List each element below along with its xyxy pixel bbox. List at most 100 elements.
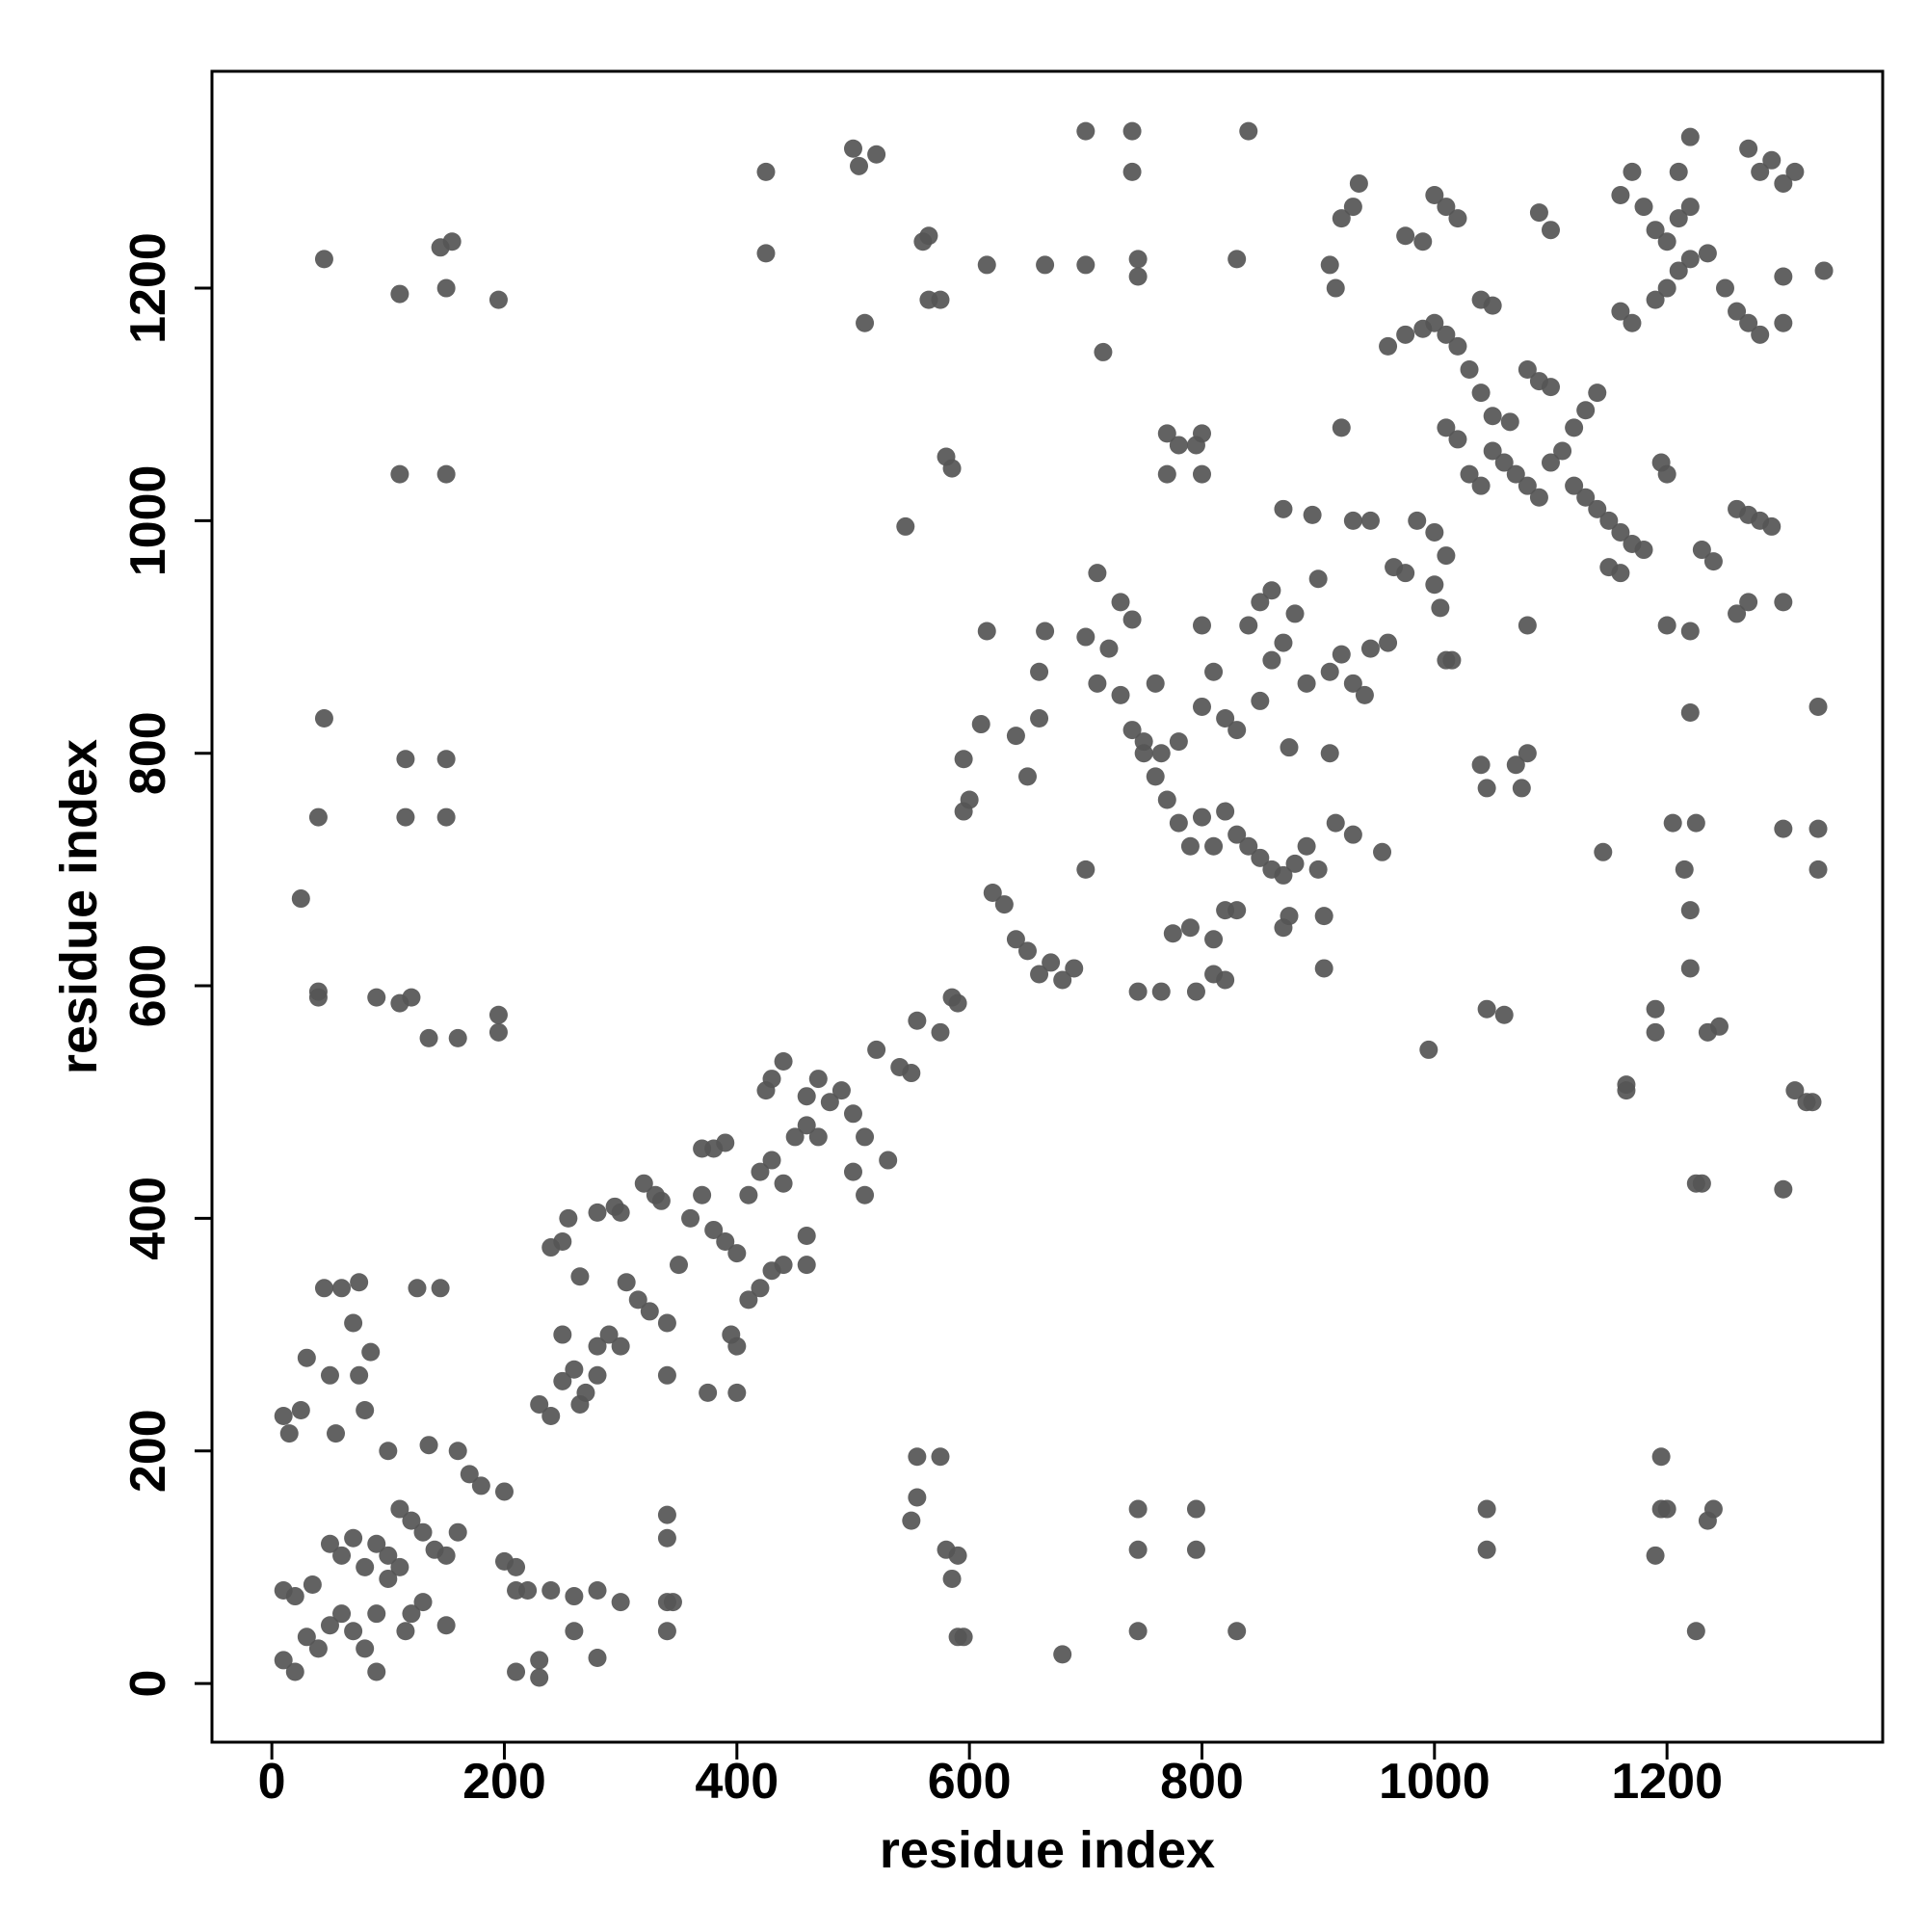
point bbox=[1320, 255, 1339, 275]
point bbox=[344, 1528, 363, 1548]
point bbox=[617, 1273, 636, 1292]
point bbox=[657, 1505, 676, 1524]
point bbox=[1611, 522, 1630, 542]
point bbox=[367, 1662, 386, 1681]
point bbox=[413, 1522, 433, 1542]
point bbox=[1285, 604, 1305, 623]
point bbox=[471, 1476, 490, 1495]
point bbox=[356, 1400, 375, 1419]
point bbox=[722, 1325, 741, 1344]
point bbox=[1343, 511, 1362, 530]
point bbox=[1042, 953, 1061, 972]
point bbox=[1192, 464, 1211, 484]
y-tick-label: 1000 bbox=[120, 465, 176, 577]
point bbox=[1553, 441, 1572, 461]
point bbox=[1396, 226, 1415, 246]
y-tick-label: 800 bbox=[120, 711, 176, 795]
point bbox=[1280, 907, 1299, 926]
point bbox=[1529, 203, 1548, 223]
point bbox=[1326, 278, 1345, 298]
point bbox=[1128, 982, 1148, 1001]
point bbox=[1728, 302, 1747, 321]
point bbox=[588, 1337, 607, 1356]
point bbox=[1251, 848, 1270, 867]
x-axis-title: residue index bbox=[880, 1821, 1215, 1879]
point bbox=[931, 290, 950, 309]
point bbox=[727, 1244, 747, 1263]
point bbox=[1728, 604, 1747, 623]
point bbox=[931, 1447, 950, 1467]
point bbox=[1030, 709, 1049, 728]
point bbox=[1262, 650, 1281, 670]
point bbox=[285, 1662, 304, 1681]
point bbox=[843, 1104, 862, 1124]
point bbox=[1204, 662, 1224, 681]
point bbox=[314, 1279, 333, 1298]
point bbox=[1251, 593, 1270, 612]
point bbox=[314, 250, 333, 269]
point bbox=[1151, 982, 1171, 1001]
point bbox=[1134, 732, 1153, 752]
point bbox=[1646, 221, 1665, 240]
point bbox=[494, 1482, 514, 1501]
point bbox=[419, 1028, 438, 1047]
point bbox=[1483, 441, 1502, 461]
point bbox=[553, 1371, 572, 1390]
point bbox=[396, 750, 415, 769]
point bbox=[657, 1313, 676, 1333]
point bbox=[1680, 250, 1700, 269]
point bbox=[867, 145, 886, 164]
point bbox=[879, 1151, 898, 1170]
point bbox=[942, 459, 962, 478]
point bbox=[1442, 650, 1462, 670]
y-tick-label: 0 bbox=[120, 1670, 176, 1698]
point bbox=[1698, 244, 1717, 263]
point bbox=[640, 1302, 659, 1321]
point bbox=[960, 790, 979, 809]
point bbox=[756, 244, 776, 263]
y-tick-label: 400 bbox=[120, 1177, 176, 1260]
point bbox=[919, 226, 938, 246]
point bbox=[1657, 232, 1676, 251]
point bbox=[1646, 999, 1665, 1019]
point bbox=[1686, 813, 1705, 833]
point bbox=[1180, 836, 1200, 856]
point bbox=[297, 1628, 316, 1647]
point bbox=[402, 988, 421, 1007]
point bbox=[693, 1185, 712, 1204]
point bbox=[1739, 593, 1758, 612]
point bbox=[356, 1639, 375, 1658]
point bbox=[1180, 918, 1200, 938]
point bbox=[588, 1365, 607, 1385]
point bbox=[1680, 959, 1700, 978]
point bbox=[285, 1587, 304, 1606]
point bbox=[1332, 645, 1351, 664]
point bbox=[1332, 418, 1351, 437]
point bbox=[1657, 464, 1676, 484]
point bbox=[588, 1581, 607, 1601]
point bbox=[367, 1534, 386, 1553]
point bbox=[1709, 1017, 1729, 1036]
point bbox=[1186, 982, 1205, 1001]
point bbox=[611, 1593, 630, 1612]
point bbox=[942, 1569, 962, 1588]
point bbox=[1611, 564, 1630, 583]
plot-frame bbox=[210, 69, 1885, 1744]
point bbox=[1379, 633, 1398, 652]
point bbox=[994, 895, 1014, 914]
point bbox=[1343, 825, 1362, 844]
point bbox=[948, 1546, 967, 1565]
point bbox=[448, 1028, 467, 1047]
point bbox=[1518, 360, 1537, 380]
point bbox=[320, 1365, 339, 1385]
point bbox=[1285, 854, 1305, 873]
point bbox=[1808, 819, 1828, 838]
point bbox=[1122, 162, 1142, 181]
y-tick-label: 600 bbox=[120, 944, 176, 1028]
x-tick-label: 200 bbox=[462, 1754, 546, 1810]
point bbox=[588, 1203, 607, 1222]
point bbox=[1576, 401, 1596, 420]
point bbox=[663, 1593, 682, 1612]
point bbox=[1576, 488, 1596, 507]
point bbox=[699, 1383, 718, 1402]
